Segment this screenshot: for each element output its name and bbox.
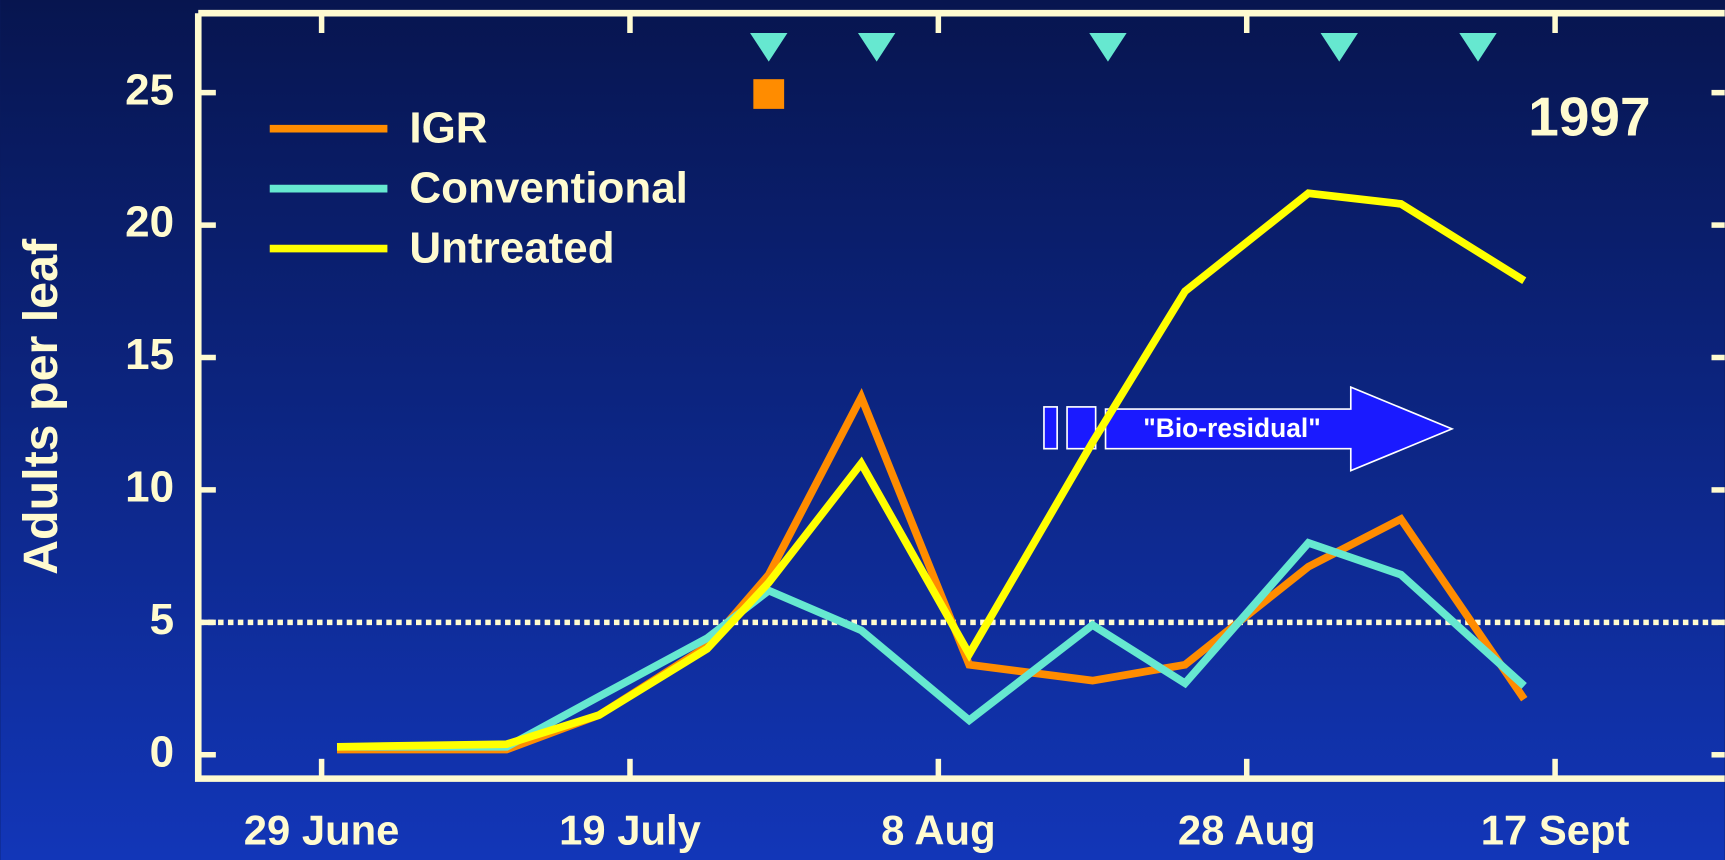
x-tick-label: 19 July xyxy=(559,807,701,854)
year-annotation: 1997 xyxy=(1528,86,1650,148)
y-tick-label: 25 xyxy=(125,65,174,114)
spray-marker xyxy=(857,32,896,62)
x-tick-label: 17 Sept xyxy=(1481,807,1630,854)
spray-marker xyxy=(1459,32,1497,62)
legend-label: Conventional xyxy=(409,163,687,212)
spray-marker xyxy=(1320,32,1358,62)
y-axis-label: Adults per leaf xyxy=(14,238,68,575)
y-tick-label: 15 xyxy=(125,330,174,379)
arrow-body xyxy=(1104,385,1455,472)
arrow-bar xyxy=(1043,406,1058,450)
y-tick-label: 10 xyxy=(125,463,174,512)
y-tick-label: 5 xyxy=(150,595,174,644)
legend-label: Untreated xyxy=(409,223,614,272)
arrow-label: "Bio-residual" xyxy=(1143,413,1320,443)
series-line xyxy=(336,189,1527,751)
spray-marker xyxy=(1089,32,1127,62)
x-tick-label: 29 June xyxy=(244,807,400,854)
series-line xyxy=(337,538,1527,751)
legend-label: IGR xyxy=(409,103,487,152)
spray-marker xyxy=(750,32,788,62)
x-tick-label: 28 Aug xyxy=(1178,807,1316,854)
bio-residual-arrow: "Bio-residual" xyxy=(1043,385,1455,472)
plot-frame xyxy=(194,9,1725,782)
y-tick-label: 0 xyxy=(150,727,174,776)
spray-marker xyxy=(753,79,785,109)
x-tick-label: 8 Aug xyxy=(881,807,996,854)
y-tick-label: 20 xyxy=(125,198,174,247)
